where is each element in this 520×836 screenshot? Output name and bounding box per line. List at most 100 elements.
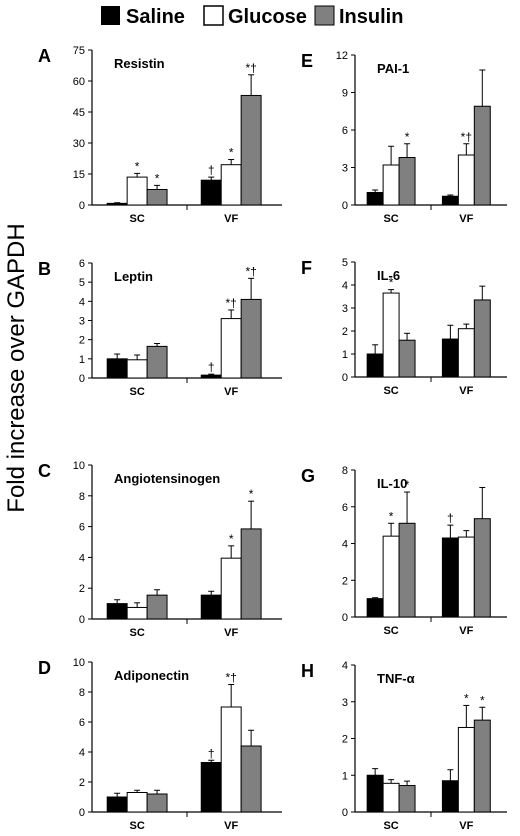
bar-insulin-vf <box>240 298 262 379</box>
significance-mark: † <box>208 163 215 177</box>
bar-insulin-vf <box>473 518 491 618</box>
y-tick-label: 0 <box>79 373 85 385</box>
y-tick-label: 3 <box>342 163 348 175</box>
y-tick-label: 6 <box>342 502 348 514</box>
legend-label-saline: Saline <box>126 6 185 28</box>
y-tick-label: 8 <box>79 687 85 699</box>
significance-mark: * <box>389 509 394 523</box>
panel-letter: D <box>38 658 51 678</box>
legend-swatch-saline <box>101 6 120 25</box>
panel-title: PAI-1 <box>377 61 409 76</box>
y-tick-label: 8 <box>79 491 85 503</box>
bar-insulin-sc <box>146 189 168 206</box>
bar-saline-sc <box>106 603 128 620</box>
panel-g: G IL-10 0 2 4 6 8 SC * * VF † <box>301 465 507 637</box>
bar-glucose-sc <box>126 176 148 206</box>
bar-glucose-sc <box>382 535 400 618</box>
bar-saline-sc <box>106 358 128 379</box>
bar-insulin-vf <box>240 745 262 813</box>
y-tick-label: 10 <box>73 657 85 669</box>
y-tick-label: 2 <box>342 575 348 587</box>
panel-title: IL-10 <box>377 476 407 491</box>
y-tick-label: 4 <box>342 660 348 672</box>
bar-saline-vf <box>441 537 459 618</box>
y-tick-label: 5 <box>342 257 348 269</box>
panel-letter: E <box>301 51 313 71</box>
x-tick-label: SC <box>383 385 398 397</box>
significance-mark: * <box>464 691 469 705</box>
y-tick-label: 6 <box>79 717 85 729</box>
bar-saline-vf <box>200 762 222 813</box>
bar-glucose-vf <box>457 726 475 813</box>
x-tick-label: VF <box>459 213 473 225</box>
panel-b: B Leptin 0 1 2 3 4 5 6 SC VF † *† *† <box>38 258 282 398</box>
y-tick-label: 2 <box>342 326 348 338</box>
x-tick-label: VF <box>224 627 238 639</box>
bar-insulin-vf <box>473 719 491 813</box>
panel-letter: G <box>301 466 315 486</box>
bar-saline-sc <box>366 353 384 378</box>
bar-saline-sc <box>366 192 384 206</box>
panel-f: F IL-6 0 1 2 3 4 5 SC * VF <box>301 257 507 397</box>
x-tick-label: VF <box>459 625 473 637</box>
bar-insulin-vf <box>240 94 262 206</box>
y-tick-label: 6 <box>342 125 348 137</box>
panel-letter: A <box>38 46 51 66</box>
bar-glucose-sc <box>126 359 148 379</box>
y-tick-label: 1 <box>342 770 348 782</box>
bar-glucose-vf <box>220 557 242 620</box>
y-tick-label: 1 <box>342 349 348 361</box>
y-tick-label: 9 <box>342 88 348 100</box>
bar-glucose-sc <box>382 164 400 206</box>
bar-insulin-vf <box>473 105 491 206</box>
bar-glucose-vf <box>457 536 475 618</box>
x-tick-label: SC <box>129 820 144 832</box>
x-tick-label: SC <box>129 627 144 639</box>
significance-mark: * <box>249 487 254 501</box>
x-tick-label: VF <box>459 820 473 832</box>
y-tick-label: 0 <box>79 807 85 819</box>
y-tick-label: 0 <box>79 200 85 212</box>
bar-glucose-sc <box>382 782 400 813</box>
bar-saline-sc <box>366 774 384 813</box>
bar-glucose-vf <box>220 318 242 379</box>
y-tick-label: 60 <box>73 76 85 88</box>
significance-mark: * <box>135 159 140 173</box>
significance-mark: † <box>208 360 215 374</box>
significance-mark: * <box>229 146 234 160</box>
y-tick-label: 30 <box>73 138 85 150</box>
panel-title: Leptin <box>114 269 153 284</box>
y-tick-label: 4 <box>79 747 85 759</box>
y-tick-label: 75 <box>73 45 85 57</box>
x-tick-label: VF <box>459 385 473 397</box>
significance-mark: * <box>405 130 410 144</box>
panel-letter: H <box>301 661 314 681</box>
bar-glucose-sc <box>126 606 148 620</box>
legend-label-glucose: Glucose <box>228 6 307 28</box>
x-tick-label: SC <box>383 625 398 637</box>
bar-saline-vf <box>441 338 459 378</box>
y-tick-label: 2 <box>79 335 85 347</box>
y-tick-label: 12 <box>336 50 348 62</box>
y-tick-label: 4 <box>79 296 85 308</box>
panel-a: A Resistin 0 15 30 45 60 75 SC * * VF † * *† <box>38 45 282 225</box>
y-tick-label: 0 <box>79 614 85 626</box>
y-tick-label: 2 <box>79 777 85 789</box>
panel-title: IL-6 <box>377 268 400 283</box>
y-tick-label: 0 <box>342 200 348 212</box>
y-tick-label: 6 <box>79 522 85 534</box>
panel-letter: F <box>301 258 312 278</box>
legend-label-insulin: Insulin <box>339 6 403 28</box>
bar-saline-vf <box>200 179 222 206</box>
significance-mark: *† <box>226 671 237 685</box>
bar-saline-vf <box>200 374 222 379</box>
y-tick-label: 8 <box>342 465 348 477</box>
panel-c: C Angiotensinogen 0 2 4 6 8 10 SC VF * * <box>38 460 282 639</box>
y-tick-label: 2 <box>79 583 85 595</box>
y-tick-label: 1 <box>79 354 85 366</box>
bar-insulin-sc <box>146 594 168 620</box>
bar-insulin-sc <box>398 785 416 813</box>
y-tick-label: 2 <box>342 734 348 746</box>
bar-saline-sc <box>106 796 128 813</box>
